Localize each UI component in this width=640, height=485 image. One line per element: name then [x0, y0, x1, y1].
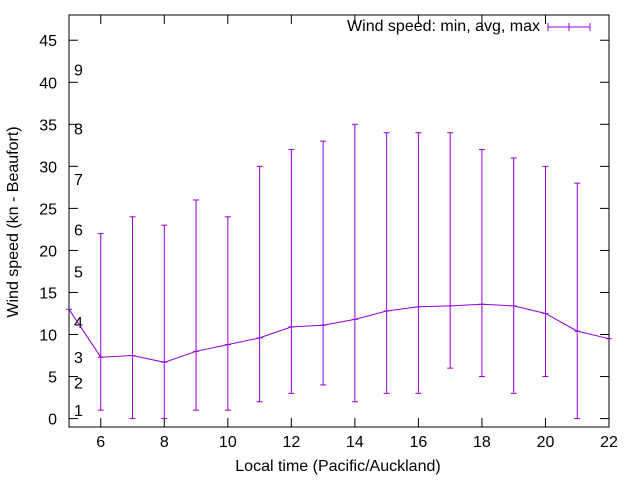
avg-line	[68, 303, 610, 363]
x-tick-label: 20	[537, 434, 555, 451]
beaufort-label: 7	[74, 172, 83, 189]
x-tick-label: 14	[346, 434, 364, 451]
beaufort-label: 1	[74, 403, 83, 420]
beaufort-label: 8	[74, 122, 83, 139]
y-tick-label: 5	[48, 370, 57, 387]
y-tick-label: 10	[39, 328, 57, 345]
beaufort-label: 6	[74, 222, 83, 239]
x-tick-label: 16	[410, 434, 428, 451]
x-tick-label: 12	[282, 434, 300, 451]
x-tick-label: 18	[473, 434, 491, 451]
beaufort-label: 9	[74, 63, 83, 80]
x-tick-label: 22	[600, 434, 618, 451]
y-tick-label: 30	[39, 159, 57, 176]
y-tick-label: 15	[39, 285, 57, 302]
beaufort-label: 3	[74, 350, 83, 367]
y-tick-label: 35	[39, 117, 57, 134]
y-axis-title: Wind speed (kn - Beaufort)	[5, 126, 22, 317]
x-tick-label: 6	[96, 434, 105, 451]
x-axis-title: Local time (Pacific/Auckland)	[235, 458, 440, 475]
y-tick-label: 0	[48, 412, 57, 429]
y-tick-label: 45	[39, 33, 57, 50]
beaufort-label: 2	[74, 375, 83, 392]
series-layer	[66, 123, 612, 420]
y-tick-label: 25	[39, 201, 57, 218]
y-tick-label: 40	[39, 75, 57, 92]
legend: Wind speed: min, avg, max	[347, 18, 591, 35]
y-tick-label: 20	[39, 243, 57, 260]
x-tick-label: 10	[219, 434, 237, 451]
plot-frame	[68, 14, 610, 428]
beaufort-label: 5	[74, 264, 83, 281]
x-tick-label: 8	[160, 434, 169, 451]
legend-label: Wind speed: min, avg, max	[347, 18, 540, 35]
